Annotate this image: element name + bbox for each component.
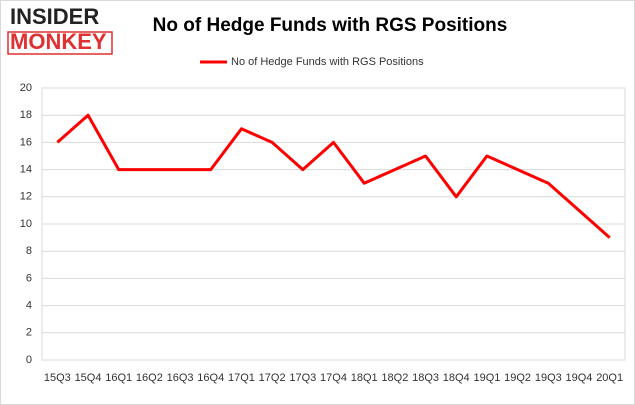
x-tick-label: 19Q3 xyxy=(535,372,562,384)
x-tick-label: 16Q3 xyxy=(167,372,194,384)
x-tick-label: 16Q2 xyxy=(136,372,163,384)
x-tick-label: 19Q4 xyxy=(566,372,593,384)
logo-frame xyxy=(7,31,113,55)
y-tick-label: 14 xyxy=(20,164,32,176)
y-tick-label: 12 xyxy=(20,191,32,203)
chart-title: No of Hedge Funds with RGS Positions xyxy=(153,15,508,36)
x-tick-label: 16Q1 xyxy=(105,372,132,384)
logo-line2: MONKEY xyxy=(10,29,107,54)
y-tick-label: 10 xyxy=(20,218,32,230)
x-tick-label: 16Q4 xyxy=(197,372,224,384)
logo-line1: INSIDER xyxy=(10,4,99,29)
x-tick-label: 19Q1 xyxy=(473,372,500,384)
x-tick-label: 19Q2 xyxy=(504,372,531,384)
data-line xyxy=(56,113,611,239)
x-tick-label: 17Q2 xyxy=(259,372,286,384)
x-tick-label: 17Q3 xyxy=(289,372,316,384)
y-tick-label: 16 xyxy=(20,136,32,148)
x-tick-label: 15Q4 xyxy=(75,372,102,384)
x-tick-label: 18Q4 xyxy=(443,372,470,384)
y-tick-label: 4 xyxy=(26,300,32,312)
y-tick-label: 8 xyxy=(26,245,32,257)
x-tick-label: 18Q3 xyxy=(412,372,439,384)
x-tick-label: 20Q1 xyxy=(596,372,623,384)
y-tick-label: 20 xyxy=(20,82,32,94)
x-tick-label: 17Q4 xyxy=(320,372,347,384)
y-tick-label: 2 xyxy=(26,327,32,339)
y-tick-label: 0 xyxy=(26,354,32,366)
legend-label: No of Hedge Funds with RGS Positions xyxy=(231,56,424,68)
x-tick-label: 17Q1 xyxy=(228,372,255,384)
x-tick-label: 18Q2 xyxy=(381,372,408,384)
x-tick-label: 18Q1 xyxy=(351,372,378,384)
x-tick-label: 15Q3 xyxy=(44,372,71,384)
y-tick-label: 18 xyxy=(20,109,32,121)
y-tick-label: 6 xyxy=(26,272,32,284)
